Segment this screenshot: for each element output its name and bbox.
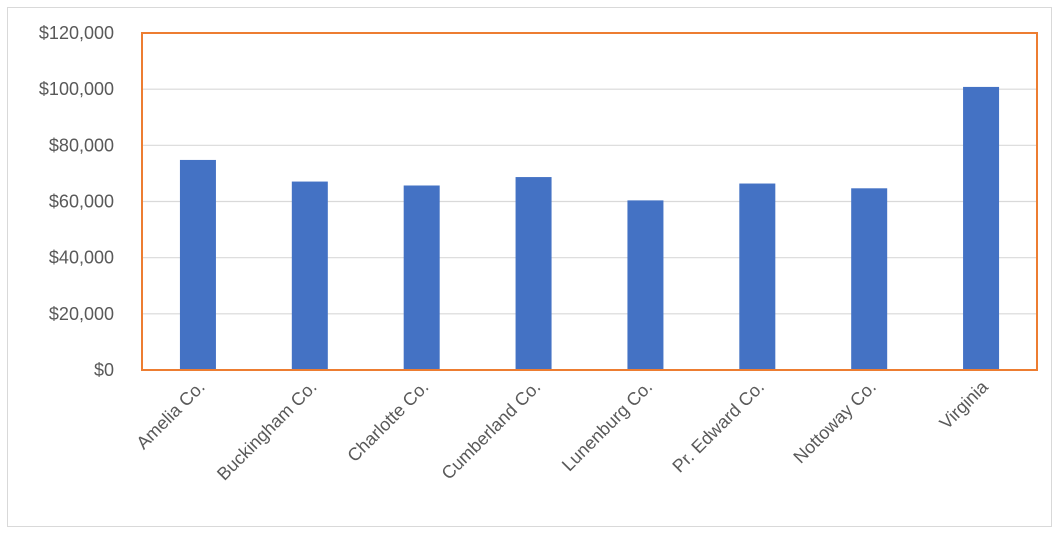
y-tick-label-1: $20,000: [49, 304, 114, 324]
x-category-label-0: Amelia Co.: [132, 377, 208, 453]
plot-area-border: [141, 32, 1038, 371]
bar-0: [179, 159, 216, 370]
y-tick-label-6: $120,000: [39, 23, 114, 43]
x-category-label-2: Charlotte Co.: [343, 377, 432, 466]
y-tick-label-5: $100,000: [39, 79, 114, 99]
bars: [179, 86, 1000, 371]
y-tick-label-4: $80,000: [49, 135, 114, 155]
gridlines: [142, 32, 1037, 371]
x-axis-category-labels: Amelia Co. Buckingham Co. Charlotte Co. Cum…: [132, 376, 992, 484]
bar-6: [851, 188, 888, 370]
x-category-label-1: Buckingham Co.: [213, 377, 321, 485]
x-category-label-4: Lunenburg Co.: [558, 377, 656, 475]
y-tick-label-0: $0: [94, 360, 114, 380]
bar-3: [515, 177, 552, 370]
y-tick-label-2: $40,000: [49, 248, 114, 268]
x-category-label-7: Virginia: [936, 376, 993, 433]
x-category-label-5: Pr. Edward Co.: [668, 377, 768, 477]
bar-7: [963, 86, 1000, 371]
bar-1: [291, 181, 328, 370]
x-category-label-6: Nottoway Co.: [789, 377, 880, 468]
bar-5: [739, 183, 776, 370]
bar-2: [403, 185, 440, 370]
x-category-label-3: Cumberland Co.: [438, 377, 545, 484]
y-tick-label-3: $60,000: [49, 192, 114, 212]
bar-4: [627, 200, 664, 370]
y-axis-tick-labels: $0 $20,000 $40,000 $60,000 $80,000 $100,000 $1…: [39, 23, 114, 380]
